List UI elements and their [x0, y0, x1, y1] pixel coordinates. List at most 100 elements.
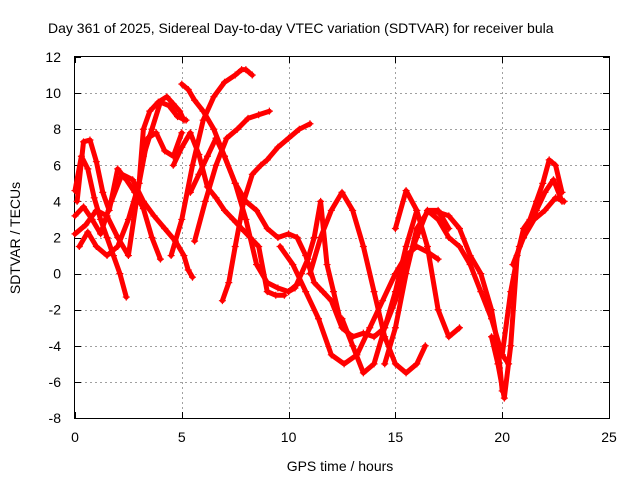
y-tick-label: -6 [49, 374, 62, 390]
data-point-marker [176, 107, 184, 115]
data-point-marker [366, 324, 374, 332]
data-point-marker [97, 230, 105, 238]
data-point-marker [244, 114, 252, 122]
data-point-marker [466, 261, 474, 269]
data-point-marker [274, 234, 282, 241]
data-point-marker [139, 197, 147, 205]
data-point-marker [280, 291, 288, 299]
grid-lines [75, 57, 609, 418]
data-point-marker [212, 161, 220, 169]
data-point-marker [116, 270, 124, 278]
data-point-marker [129, 176, 137, 184]
data-point-marker [402, 369, 410, 377]
data-point-marker [212, 194, 220, 202]
data-point-marker [225, 279, 233, 287]
data-point-marker [455, 243, 463, 251]
data-point-marker [221, 78, 229, 86]
data-point-marker [148, 234, 156, 241]
data-point-marker [402, 243, 410, 251]
data-point-marker [231, 179, 239, 187]
data-point-marker [545, 156, 553, 164]
data-point-marker [455, 224, 463, 232]
data-point-marker [242, 66, 250, 74]
data-point-marker [338, 315, 346, 323]
data-point-marker [88, 215, 96, 223]
data-point-marker [184, 266, 192, 274]
data-point-marker [167, 252, 175, 260]
series-line [140, 99, 189, 159]
data-point-marker [255, 111, 263, 119]
data-point-marker [82, 221, 90, 229]
data-point-marker [195, 170, 203, 178]
x-tick-label: 20 [494, 429, 510, 445]
data-point-marker [199, 116, 207, 124]
data-series [71, 66, 568, 402]
data-point-marker [148, 125, 156, 133]
data-point-marker [212, 134, 220, 142]
data-point-marker [291, 284, 299, 292]
data-point-marker [423, 206, 431, 214]
data-point-marker [391, 324, 399, 332]
data-point-marker [75, 243, 83, 251]
data-point-marker [423, 243, 431, 251]
data-point-marker [402, 270, 410, 278]
data-point-marker [477, 270, 485, 278]
data-point-marker [253, 206, 261, 214]
data-point-marker [174, 113, 182, 121]
data-point-marker [84, 228, 92, 236]
data-point-marker [560, 197, 568, 205]
data-point-marker [272, 291, 280, 299]
data-point-marker [178, 80, 186, 88]
chart-title: Day 361 of 2025, Sidereal Day-to-day VTE… [48, 20, 554, 36]
y-tick-label: 12 [45, 49, 61, 65]
data-point-marker [349, 206, 357, 214]
data-point-marker [161, 147, 169, 155]
data-point-marker [285, 134, 293, 142]
data-point-marker [191, 96, 199, 104]
series-sat-m [276, 243, 442, 368]
data-point-marker [319, 288, 327, 296]
y-tick-label: -8 [49, 410, 62, 426]
data-point-marker [195, 150, 203, 158]
data-point-marker [257, 161, 265, 169]
series-sat-d [75, 129, 186, 260]
data-point-marker [413, 360, 421, 368]
data-point-marker [210, 93, 218, 101]
data-point-marker [71, 212, 79, 220]
data-point-marker [530, 215, 538, 223]
data-point-marker [150, 212, 158, 220]
data-point-marker [413, 224, 421, 232]
data-point-marker [285, 288, 293, 296]
data-point-marker [90, 194, 98, 202]
data-point-marker [73, 197, 81, 205]
series-line [510, 195, 567, 268]
series-line [307, 189, 428, 376]
data-point-marker [327, 351, 335, 359]
data-point-marker [92, 158, 100, 166]
data-point-marker [84, 165, 92, 173]
x-axis-title: GPS time / hours [287, 458, 394, 474]
data-point-marker [315, 315, 323, 323]
y-tick-label: 4 [53, 193, 61, 209]
data-point-marker [274, 143, 282, 151]
data-point-marker [370, 360, 378, 368]
data-point-marker [434, 255, 442, 263]
data-point-marker [306, 120, 314, 128]
series-sat-f [139, 98, 190, 160]
series-sat-u [434, 208, 506, 395]
data-point-marker [103, 252, 111, 260]
data-point-marker [223, 134, 231, 142]
data-point-marker [402, 187, 410, 195]
data-point-marker [381, 324, 389, 332]
data-point-marker [539, 179, 547, 187]
data-point-marker [86, 136, 94, 144]
data-point-marker [118, 170, 126, 178]
series-line [489, 157, 565, 401]
data-point-marker [184, 85, 192, 93]
series-sat-o [306, 188, 429, 377]
data-point-marker [500, 394, 508, 402]
data-point-marker [455, 324, 463, 332]
data-point-marker [114, 243, 122, 251]
series-line [187, 135, 356, 340]
